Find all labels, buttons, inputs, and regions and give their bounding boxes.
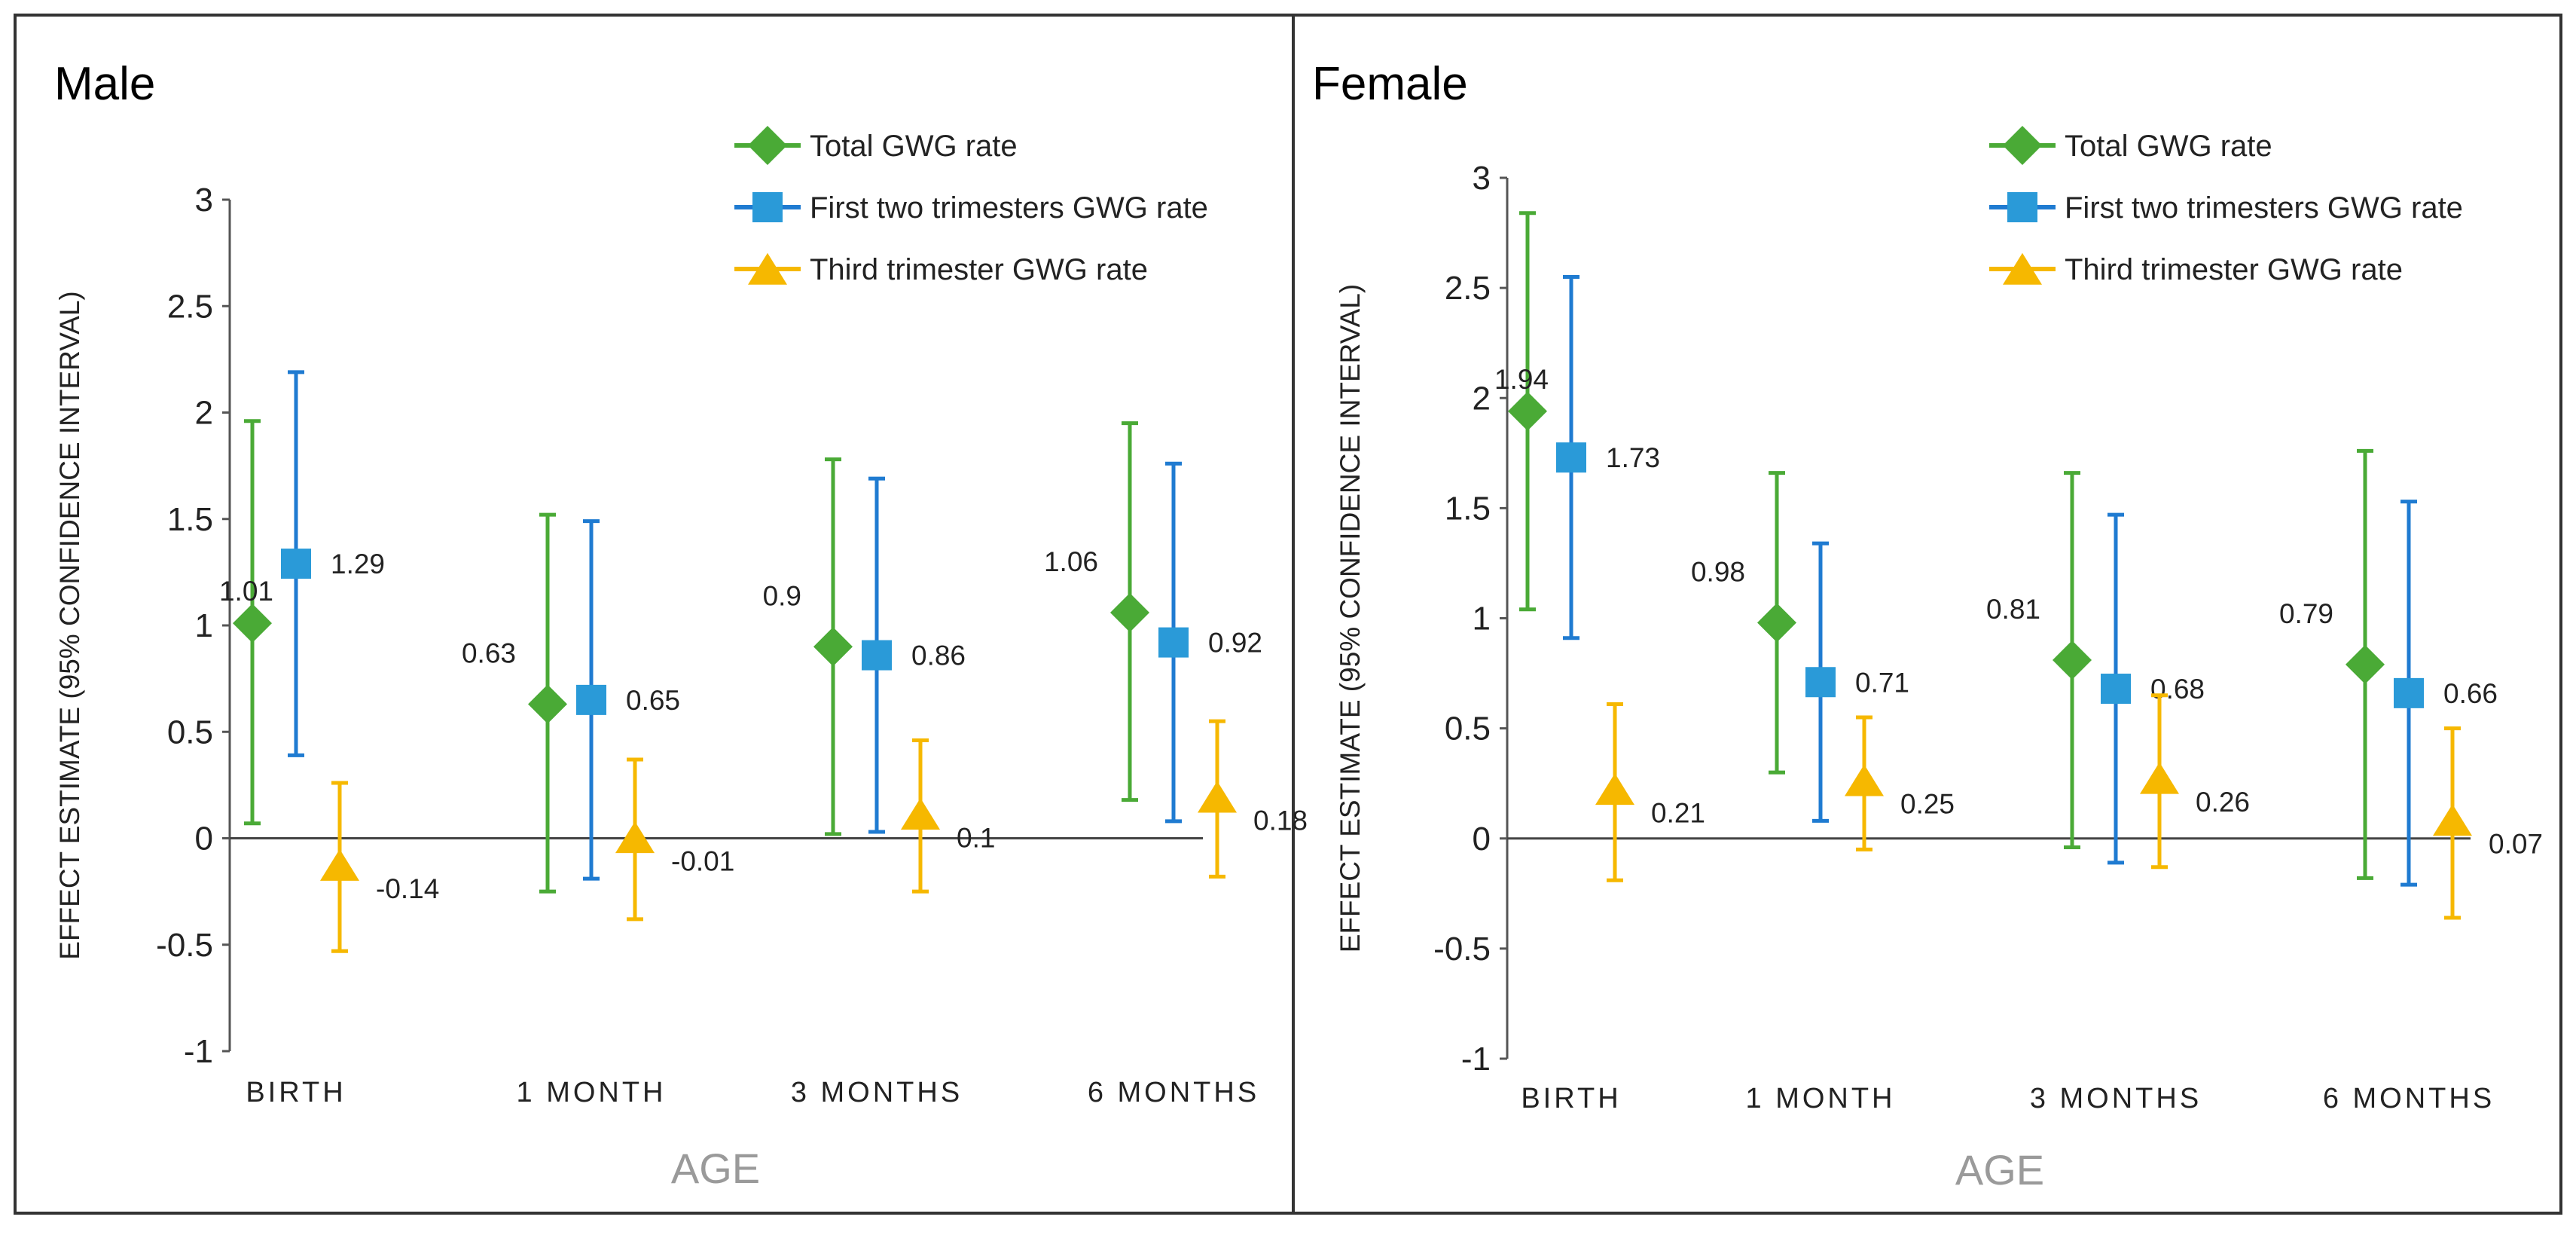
male-y-tick-label: 0.5: [167, 714, 213, 750]
female-category-label: 1 MONTH: [1746, 1083, 1896, 1114]
male-point-marker: [615, 821, 655, 854]
male-data-label: 1.01: [219, 576, 273, 607]
male-category-label: 6 MONTHS: [1088, 1077, 1259, 1108]
female-legend-label: First two trimesters GWG rate: [2065, 191, 2463, 225]
male-data-label: 0.92: [1208, 628, 1262, 659]
male-point-marker: [576, 684, 606, 715]
female-panel-title: Female: [1312, 58, 1468, 110]
male-legend-swatch-marker: [748, 126, 787, 165]
female-data-label: 0.98: [1691, 556, 1745, 587]
male-legend-label: First two trimesters GWG rate: [810, 191, 1208, 225]
female-point-marker: [1757, 603, 1796, 643]
female-category-label: 3 MONTHS: [2030, 1083, 2202, 1114]
male-point-marker: [1158, 627, 1189, 658]
female-point-marker: [2101, 674, 2131, 705]
male-category-label: 3 MONTHS: [791, 1077, 963, 1108]
female-legend-label: Third trimester GWG rate: [2065, 253, 2403, 286]
female-legend-swatch-marker: [2003, 252, 2042, 285]
male-category-label: 1 MONTH: [517, 1077, 667, 1108]
male-point-marker: [862, 640, 892, 671]
male-category-label: BIRTH: [246, 1077, 346, 1108]
male-point-marker: [1198, 781, 1237, 813]
male-data-label: 0.1: [957, 822, 995, 853]
male-legend-swatch-marker: [752, 192, 783, 222]
male-point-marker: [320, 848, 359, 881]
male-data-label: 0.86: [911, 640, 966, 671]
female-point-marker: [1805, 667, 1836, 698]
outer-frame: [14, 14, 2562, 1215]
female-point-marker: [2394, 677, 2424, 708]
female-data-label: 0.71: [1855, 667, 1909, 698]
female-y-tick-label: 3: [1473, 160, 1491, 197]
female-y-tick-label: 1: [1473, 601, 1491, 637]
female-data-label: 0.81: [1986, 594, 2040, 625]
female-data-label: 0.25: [1900, 789, 1955, 820]
male-y-tick-label: 0: [195, 821, 213, 857]
male-point-marker: [1110, 593, 1149, 633]
male-legend-swatch-marker: [748, 252, 787, 285]
male-y-tick-label: 1: [195, 607, 213, 644]
male-y-tick-label: 2: [195, 395, 213, 432]
female-point-marker: [1845, 764, 1884, 796]
female-y-tick-label: 0: [1473, 821, 1491, 857]
female-y-tick-label: 1.5: [1445, 490, 1491, 527]
male-data-label: 0.65: [626, 685, 680, 716]
female-point-marker: [2053, 640, 2092, 680]
female-data-label: 1.73: [1606, 442, 1660, 473]
male-point-marker: [813, 627, 853, 667]
male-data-label: -0.01: [671, 845, 734, 876]
female-legend-swatch-marker: [2003, 126, 2042, 165]
male-y-tick-label: 3: [195, 182, 213, 219]
female-point-marker: [2433, 804, 2472, 836]
male-y-tick-label: 2.5: [167, 288, 213, 325]
male-data-label: 1.06: [1044, 546, 1098, 577]
female-data-label: 0.21: [1651, 797, 1705, 828]
male-x-axis-label: AGE: [671, 1145, 760, 1192]
male-data-label: 0.9: [763, 580, 801, 611]
male-y-tick-label: 1.5: [167, 501, 213, 538]
female-legend-swatch-marker: [2007, 192, 2037, 222]
male-point-marker: [233, 604, 272, 643]
male-point-marker: [281, 549, 311, 579]
male-data-label: 1.29: [331, 549, 385, 579]
female-data-label: 0.26: [2196, 787, 2250, 818]
male-data-label: 0.18: [1253, 806, 1308, 836]
female-y-tick-label: -0.5: [1433, 931, 1491, 968]
male-point-marker: [901, 798, 940, 830]
female-data-label: 1.94: [1494, 364, 1549, 395]
female-point-marker: [2346, 644, 2385, 684]
female-category-label: 6 MONTHS: [2323, 1083, 2495, 1114]
male-legend-label: Total GWG rate: [810, 130, 1018, 163]
female-y-tick-label: -1: [1461, 1041, 1491, 1078]
male-data-label: 0.63: [462, 638, 516, 669]
male-point-marker: [528, 684, 567, 724]
female-data-label: 0.79: [2279, 598, 2333, 629]
female-y-axis-label: EFFECT ESTIMATE (95% CONFIDENCE INTERVAL…: [1335, 284, 1366, 952]
male-data-label: -0.14: [376, 873, 439, 904]
female-y-tick-label: 0.5: [1445, 711, 1491, 747]
female-point-marker: [1595, 773, 1634, 806]
female-y-tick-label: 2.5: [1445, 270, 1491, 307]
female-data-label: 0.07: [2489, 828, 2543, 859]
female-point-marker: [1556, 442, 1586, 473]
female-y-tick-label: 2: [1473, 380, 1491, 417]
male-legend-label: Third trimester GWG rate: [810, 253, 1148, 286]
female-point-marker: [2140, 762, 2179, 794]
male-y-tick-label: -0.5: [156, 927, 213, 964]
male-y-axis-label: EFFECT ESTIMATE (95% CONFIDENCE INTERVAL…: [54, 291, 85, 959]
male-y-tick-label: -1: [184, 1033, 213, 1070]
female-point-marker: [1508, 391, 1547, 431]
female-legend-label: Total GWG rate: [2065, 130, 2272, 163]
male-panel-title: Male: [54, 58, 155, 110]
female-x-axis-label: AGE: [1955, 1146, 2044, 1194]
female-category-label: BIRTH: [1521, 1083, 1621, 1114]
female-data-label: 0.66: [2443, 678, 2498, 709]
